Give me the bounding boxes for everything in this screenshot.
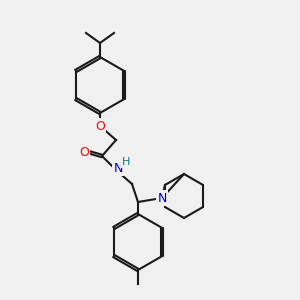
Text: O: O bbox=[95, 119, 105, 133]
Text: H: H bbox=[122, 157, 130, 167]
Text: O: O bbox=[79, 146, 89, 158]
Text: N: N bbox=[157, 191, 167, 205]
Text: N: N bbox=[113, 161, 123, 175]
Text: N: N bbox=[157, 191, 167, 205]
